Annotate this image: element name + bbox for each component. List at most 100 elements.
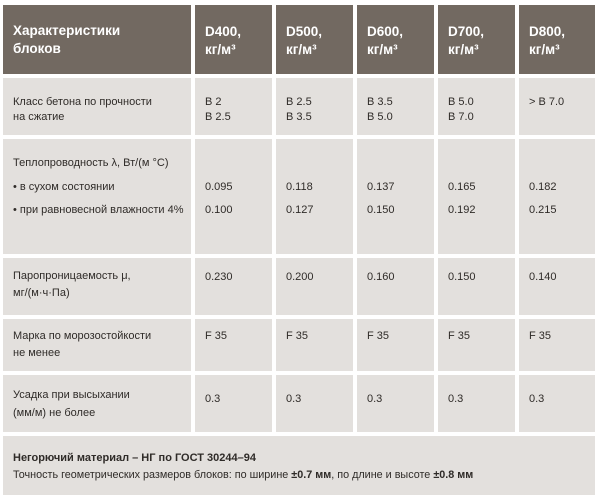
row-thermal-conductivity-d800: 0.182 0.215 [519, 139, 595, 254]
header-label-line-2: блоков [13, 41, 61, 56]
value-line: 0.3 [286, 393, 302, 405]
footer-tolerance-text-a: Точность геометрических размеров блоков:… [13, 469, 292, 481]
footer-tolerance: Точность геометрических размеров блоков:… [13, 468, 473, 483]
footer-fire-rating: Негорючий материал – НГ по ГОСТ 30244–94 [13, 452, 256, 464]
value-line: 0.140 [529, 271, 557, 283]
value-line: B 3.5 [286, 111, 312, 123]
value-line: 0.182 [529, 181, 557, 193]
row-frost-resistance-d700: F 35 [438, 319, 515, 371]
value-line: 0.100 [205, 204, 233, 216]
row-frost-resistance-d600: F 35 [357, 319, 434, 371]
value-line: 0.127 [286, 204, 314, 216]
footer-notes: Негорючий материал – НГ по ГОСТ 30244–94… [3, 436, 595, 495]
row-strength-class-label-line-2: на сжатие [13, 111, 65, 123]
footer-tolerance-length-height: ±0.8 мм [433, 469, 474, 481]
row-vapor-permeability-d700: 0.150 [438, 258, 515, 315]
row-strength-class-label: Класс бетона по прочности на сжатие [3, 78, 191, 135]
value-line: 0.230 [205, 271, 233, 283]
value-line: 0.160 [367, 271, 395, 283]
value-line: F 35 [529, 330, 552, 342]
value-line: 0.150 [367, 204, 395, 216]
header-col-d500: D500, кг/м³ [276, 5, 353, 74]
row-vapor-permeability-d500: 0.200 [276, 258, 353, 315]
header-col-d400-line-1: D400, [205, 24, 242, 39]
value-line: F 35 [448, 330, 471, 342]
value-line: B 5.0 [367, 111, 393, 123]
header-col-d800-line-2: кг/м³ [529, 42, 560, 57]
row-shrinkage-label: Усадка при высыхании (мм/м) не более [3, 375, 191, 432]
header-col-d600: D600, кг/м³ [357, 5, 434, 74]
row-shrinkage-d400: 0.3 [195, 375, 272, 432]
header-col-d700-line-1: D700, [448, 24, 485, 39]
row-vapor-permeability-d400: 0.230 [195, 258, 272, 315]
value-line: 0.3 [367, 393, 383, 405]
value-line: 0.215 [529, 204, 557, 216]
frost-resistance-line-2: не менее [13, 347, 61, 359]
value-line: F 35 [367, 330, 390, 342]
header-col-d400-line-2: кг/м³ [205, 42, 236, 57]
value-line: B 2 [205, 96, 222, 108]
thermal-conductivity-dry: • в сухом состоянии [13, 181, 115, 193]
footer-tolerance-width: ±0.7 мм [291, 469, 332, 481]
value-line: 0.200 [286, 271, 314, 283]
value-line: 0.192 [448, 204, 476, 216]
row-frost-resistance-d800: F 35 [519, 319, 595, 371]
row-strength-class-d500: B 2.5 B 3.5 [276, 78, 353, 135]
header-label-line-1: Характеристики [13, 23, 121, 38]
thermal-conductivity-title: Теплопроводность λ, Вт/(м °С) [13, 157, 169, 169]
value-line: 0.118 [286, 181, 313, 193]
row-thermal-conductivity-label: Теплопроводность λ, Вт/(м °С) • в сухом … [3, 139, 191, 254]
value-line: 0.095 [205, 181, 233, 193]
header-col-d600-line-1: D600, [367, 24, 404, 39]
value-line: F 35 [205, 330, 228, 342]
value-line: B 3.5 [367, 96, 393, 108]
value-line: 0.3 [448, 393, 464, 405]
header-col-d500-line-2: кг/м³ [286, 42, 317, 57]
row-shrinkage-d800: 0.3 [519, 375, 595, 432]
shrinkage-line-1: Усадка при высыхании [13, 389, 130, 401]
value-line: B 5.0 [448, 96, 474, 108]
row-shrinkage-d500: 0.3 [276, 375, 353, 432]
value-line: > B 7.0 [529, 96, 565, 108]
footer-tolerance-text-c: , по длине и высоте [331, 469, 434, 481]
header-col-d800: D800, кг/м³ [519, 5, 595, 74]
value-line: F 35 [286, 330, 309, 342]
row-strength-class-d400: B 2 B 2.5 [195, 78, 272, 135]
thermal-conductivity-humid: • при равновесной влажности 4% [13, 204, 184, 216]
row-strength-class-d800: > B 7.0 [519, 78, 595, 135]
value-line: B 2.5 [286, 96, 312, 108]
vapor-permeability-line-1: Паропроницаемость μ, [13, 270, 131, 282]
row-shrinkage-d700: 0.3 [438, 375, 515, 432]
row-vapor-permeability-d600: 0.160 [357, 258, 434, 315]
row-frost-resistance-label: Марка по морозостойкости не менее [3, 319, 191, 371]
value-line: 0.137 [367, 181, 395, 193]
row-vapor-permeability-d800: 0.140 [519, 258, 595, 315]
header-col-d800-line-1: D800, [529, 24, 566, 39]
frost-resistance-line-1: Марка по морозостойкости [13, 330, 152, 342]
header-col-d400: D400, кг/м³ [195, 5, 272, 74]
row-thermal-conductivity-d500: 0.118 0.127 [276, 139, 353, 254]
row-vapor-permeability-label: Паропроницаемость μ, мг/(м·ч·Па) [3, 258, 191, 315]
value-line: 0.150 [448, 271, 476, 283]
row-thermal-conductivity-d600: 0.137 0.150 [357, 139, 434, 254]
row-thermal-conductivity-d400: 0.095 0.100 [195, 139, 272, 254]
header-col-d600-line-2: кг/м³ [367, 42, 398, 57]
value-line: 0.3 [205, 393, 221, 405]
shrinkage-line-2: (мм/м) не более [13, 407, 96, 419]
row-shrinkage-d600: 0.3 [357, 375, 434, 432]
row-thermal-conductivity-d700: 0.165 0.192 [438, 139, 515, 254]
value-line: B 2.5 [205, 111, 231, 123]
header-col-d700-line-2: кг/м³ [448, 42, 479, 57]
value-line: 0.165 [448, 181, 476, 193]
header-label-cell: Характеристики блоков [3, 5, 191, 74]
header-col-d500-line-1: D500, [286, 24, 323, 39]
value-line: 0.3 [529, 393, 545, 405]
row-strength-class-label-line-1: Класс бетона по прочности [13, 96, 152, 108]
header-col-d700: D700, кг/м³ [438, 5, 515, 74]
row-strength-class-d700: B 5.0 B 7.0 [438, 78, 515, 135]
row-strength-class-d600: B 3.5 B 5.0 [357, 78, 434, 135]
row-frost-resistance-d400: F 35 [195, 319, 272, 371]
vapor-permeability-line-2: мг/(м·ч·Па) [13, 287, 70, 299]
row-frost-resistance-d500: F 35 [276, 319, 353, 371]
